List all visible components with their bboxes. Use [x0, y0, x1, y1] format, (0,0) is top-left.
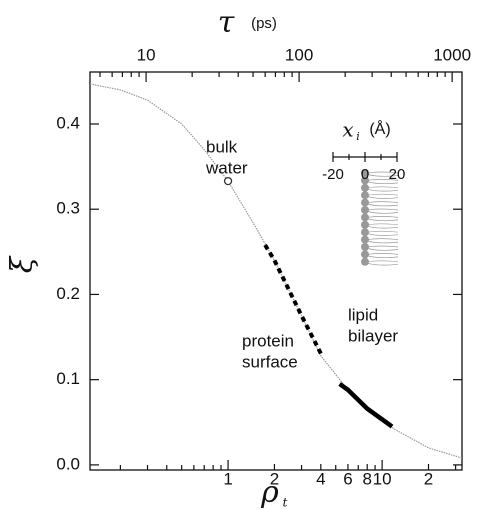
x-tick-label: 8 [362, 469, 371, 488]
y-tick-label: 0.0 [56, 454, 80, 473]
x-tick-label: 6 [343, 469, 352, 488]
annotation: lipid [348, 305, 378, 324]
lipid-head [361, 191, 369, 200]
lipid-tail [367, 179, 399, 185]
x-tick-label: 1 [223, 469, 232, 488]
lipid-tail [367, 245, 399, 251]
top-tick-label: 100 [285, 45, 313, 64]
x-tick-label: 4 [316, 469, 325, 488]
lipid-tail [367, 253, 399, 259]
lipid-head [361, 257, 369, 266]
lipid-head [361, 176, 369, 185]
series-line [263, 243, 325, 358]
lipid-tail [367, 223, 399, 229]
plot-frame [89, 71, 463, 471]
x-tick-label: 10 [373, 469, 392, 488]
top-axis-symbol: τ [218, 5, 235, 40]
lipid-tail [367, 230, 399, 236]
y-tick-label: 0.4 [56, 113, 80, 132]
annotation: water [205, 158, 248, 177]
inset-symbol: x [342, 118, 353, 142]
y-tick-label: 0.3 [56, 199, 80, 218]
lipid-tail [367, 186, 399, 192]
annotation: protein [242, 331, 294, 350]
x-tick-label: 2 [270, 469, 279, 488]
x-axis-symbol: ρ [260, 475, 279, 510]
x-tick-label: 2 [424, 469, 433, 488]
lipid-head [361, 250, 369, 259]
inset-subscript: i [356, 130, 360, 143]
inset-tick-label: 20 [389, 166, 406, 183]
lipid-illustration [361, 169, 399, 266]
bulk-water-point [223, 176, 233, 186]
lipid-tail [367, 260, 399, 266]
lipid-tail [367, 208, 399, 214]
y-tick-label: 0.2 [56, 284, 80, 303]
series-line [338, 382, 394, 429]
inset-tick-label: -20 [322, 166, 344, 183]
annotation: bilayer [348, 326, 398, 345]
lipid-tail [367, 171, 399, 177]
lipid-head [361, 220, 369, 229]
top-tick-label: 1000 [433, 45, 471, 64]
inset-unit: (Å) [369, 119, 390, 138]
lipid-head [361, 206, 369, 214]
lipid-head [361, 235, 369, 244]
lipid-tail [367, 238, 399, 244]
series-line [89, 83, 463, 459]
lipid-head [361, 213, 369, 222]
lipid-head [361, 228, 369, 237]
lipid-head [361, 183, 369, 192]
top-tick-label: 10 [137, 45, 156, 64]
inset-tick-label: 0 [361, 166, 369, 183]
lipid-tail [367, 193, 399, 199]
y-tick-label: 0.1 [56, 369, 80, 388]
lipid-head [361, 198, 369, 207]
lipid-head [361, 169, 369, 177]
x-axis-subscript: t [283, 496, 288, 510]
annotation: bulk [206, 137, 238, 156]
lipid-tail [367, 201, 399, 207]
y-axis-label: ξ [5, 255, 40, 273]
lipid-tail [367, 216, 399, 222]
lipid-head [361, 243, 369, 251]
top-axis-unit: (ps) [251, 15, 277, 32]
annotation: surface [242, 352, 298, 371]
